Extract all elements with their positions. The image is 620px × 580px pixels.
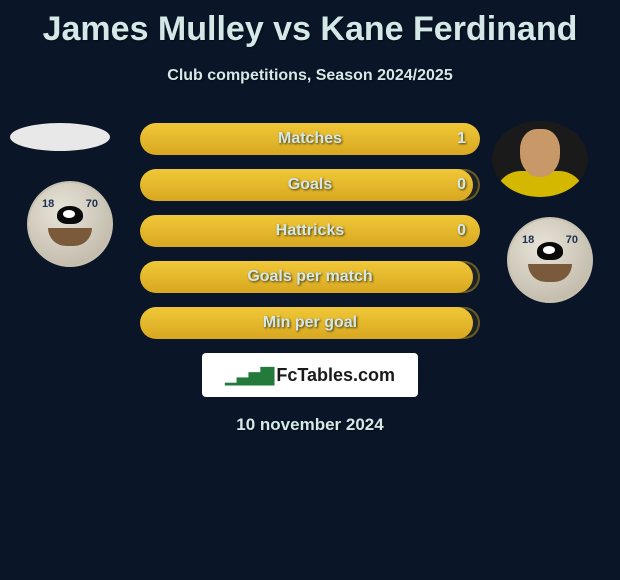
stat-label: Matches xyxy=(278,130,342,148)
badge-number-right: 70 xyxy=(86,198,98,210)
brand-text: FcTables.com xyxy=(276,365,395,386)
stat-label: Min per goal xyxy=(263,314,357,332)
stat-value: 0 xyxy=(457,222,466,240)
player-right-avatar xyxy=(490,121,590,197)
stat-row: Goals 0 xyxy=(140,169,480,201)
chart-icon: ▁▃▅▇ xyxy=(225,365,272,386)
stat-label: Goals per match xyxy=(247,268,372,286)
badge-bird-icon xyxy=(57,206,83,224)
stat-value: 0 xyxy=(457,176,466,194)
stat-label: Hattricks xyxy=(276,222,344,240)
badge-number-left: 18 xyxy=(42,198,54,210)
badge-number-right: 70 xyxy=(566,234,578,246)
badge-bridge-icon xyxy=(48,228,92,246)
badge-number-left: 18 xyxy=(522,234,534,246)
date-text: 10 november 2024 xyxy=(0,415,620,435)
page-title: James Mulley vs Kane Ferdinand xyxy=(0,0,620,49)
stat-row: Min per goal xyxy=(140,307,480,339)
avatar-face xyxy=(520,129,560,177)
stat-row: Hattricks 0 xyxy=(140,215,480,247)
player-left-club-badge: 18 70 xyxy=(20,181,120,267)
stat-value: 1 xyxy=(457,130,466,148)
stat-label: Goals xyxy=(288,176,332,194)
branding-box[interactable]: ▁▃▅▇ FcTables.com xyxy=(202,353,418,397)
subtitle: Club competitions, Season 2024/2025 xyxy=(0,67,620,85)
player-left-avatar xyxy=(10,123,110,151)
stat-row: Matches 1 xyxy=(140,123,480,155)
stat-row: Goals per match xyxy=(140,261,480,293)
badge-bird-icon xyxy=(537,242,563,260)
player-right-club-badge: 18 70 xyxy=(500,217,600,303)
comparison-content: 18 70 18 70 Matches1Goals0Hattricks0Goal… xyxy=(0,123,620,435)
badge-bridge-icon xyxy=(528,264,572,282)
stats-container: Matches 1 Goals 0 Hattricks 0 Goals per match M… xyxy=(140,123,480,339)
